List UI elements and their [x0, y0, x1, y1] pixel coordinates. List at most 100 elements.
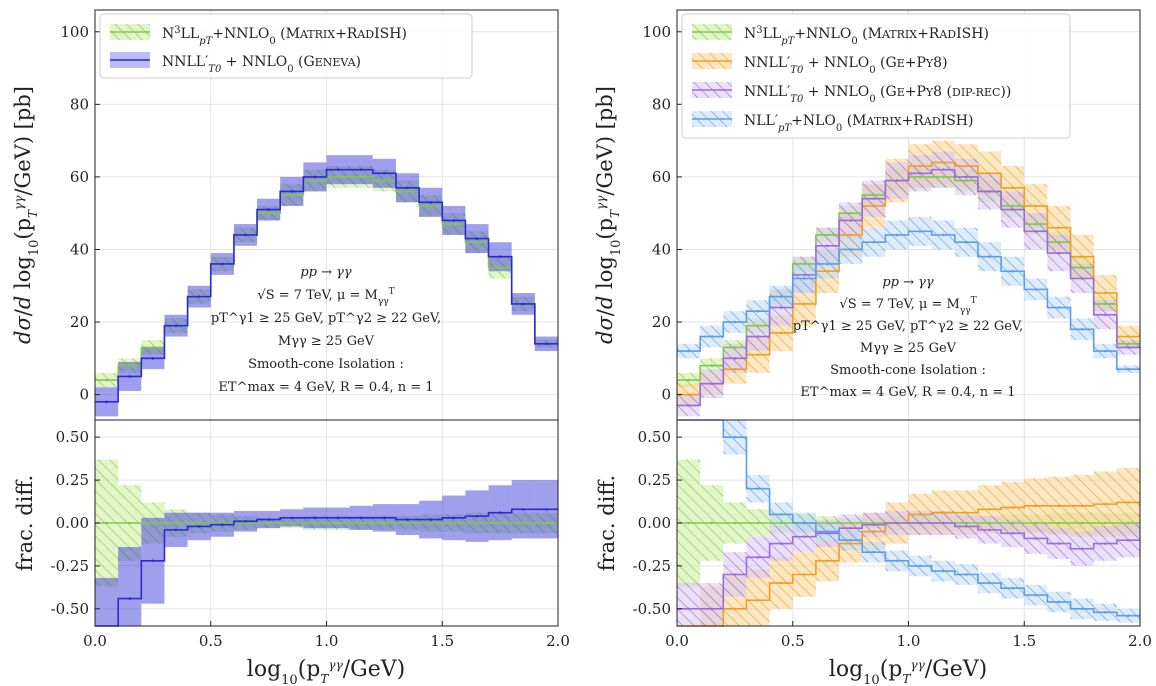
right-ylabel: dσ/d log10(pTγγ/GeV) [pb]: [593, 86, 624, 344]
main-point-s0-b12: [965, 179, 968, 182]
main-point-s3-b11: [941, 233, 945, 237]
ratio-point-s1-b8: [290, 516, 294, 520]
ratio-point-s1-b5: [221, 523, 224, 527]
main-point-s0-b11: [941, 175, 945, 179]
right-legend: N3LLpT+NNLO0 (MATRIX+RADISH) NNLL′T0 + N…: [681, 13, 1071, 139]
main-point-s0-b7: [849, 211, 852, 215]
main-point-s1-b19: [1127, 335, 1130, 338]
ratio-point-s3-b15: [1034, 593, 1038, 597]
ratio-point-s2-b12: [965, 525, 968, 528]
right-legend-label-purple: NNLL′T0 + NNLO0 (GE+PY8 (DIP-REC)): [744, 84, 1011, 105]
ratio-point-s1-b19: [545, 507, 548, 511]
main-point-s1-b0: [105, 400, 108, 404]
ratio-point-s1-b7: [849, 542, 852, 545]
main-point-s3-b12: [965, 240, 968, 244]
main-point-s1-b0: [687, 393, 690, 396]
main-point-s1-b11: [941, 161, 945, 164]
right-annotation-mass: Mγγ ≥ 25 GeV: [860, 341, 957, 356]
ratio-point-s0-b8: [290, 521, 294, 525]
ratio-point-s0-b3: [174, 521, 178, 525]
xtick-label-0: 0.0: [83, 632, 107, 650]
main-point-s3-b13: [988, 255, 991, 259]
ratio-point-s1-b9: [313, 516, 317, 520]
ratio-point-s3-b4: [779, 513, 783, 516]
right-legend-label-green: N3LLpT+NNLO0 (MATRIX+RADISH): [744, 25, 989, 47]
ratio-ytick-label-3: 0.25: [638, 471, 671, 489]
ratio-point-s3-b7: [849, 538, 852, 542]
ratio-point-s2-b2: [733, 573, 737, 576]
ratio-point-s0-b4: [197, 521, 201, 525]
ratio-point-s1-b18: [1103, 502, 1107, 506]
ratio-point-s0-b13: [988, 521, 991, 525]
main-point-s3-b9: [895, 233, 899, 237]
main-line-s1: [95, 168, 558, 403]
main-ytick-label-4: 80: [70, 95, 89, 113]
main-point-s2-b0: [687, 404, 690, 407]
main-point-s3-b16: [1057, 306, 1061, 309]
main-ytick-label-2: 40: [70, 240, 89, 258]
ratio-point-s1-b13: [988, 507, 991, 511]
main-point-s1-b12: [965, 164, 968, 168]
main-point-s1-b19: [545, 342, 548, 346]
xtick-label-4: 2.0: [1128, 632, 1152, 650]
ratio-point-s1-b18: [521, 507, 525, 511]
ratio-point-s3-b17: [1080, 607, 1084, 611]
ratio-point-s0-b16: [1057, 521, 1061, 525]
ratio-point-s0-b1: [710, 521, 714, 525]
ratio-point-s1-b6: [244, 519, 247, 523]
ratio-point-s0-b11: [359, 521, 363, 525]
main-point-s0-b1: [128, 364, 132, 367]
ratio-point-s0-b17: [1080, 521, 1084, 525]
ratio-point-s0-b2: [733, 521, 737, 525]
main-point-s3-b19: [1127, 367, 1130, 371]
left-annotation-cuts: pT^γ1 ≥ 25 GeV, pT^γ2 ≥ 22 GeV,: [211, 311, 441, 326]
main-point-s0-b11: [359, 175, 363, 179]
left-ratio-yticks: -0.50 -0.25 0.00 0.25 0.50: [51, 428, 100, 618]
main-point-s1-b7: [849, 233, 852, 237]
right-xticks: 0.0 0.5 1.0 1.5 2.0: [665, 621, 1152, 650]
main-point-s1-b17: [1080, 255, 1084, 259]
main-point-s1-b15: [452, 219, 456, 222]
main-point-s3-b3: [756, 309, 760, 313]
right-xlabel: log10(pTγγ/GeV): [829, 657, 987, 686]
main-point-s3-b17: [1080, 327, 1084, 331]
left-ratio-lines: [95, 507, 558, 627]
main-point-s1-b3: [756, 353, 760, 356]
main-point-s1-b10: [918, 164, 922, 168]
left-ylabel: dσ/d log10(pTγγ/GeV) [pb]: [11, 86, 42, 344]
main-point-s2-b3: [756, 335, 760, 338]
ratio-point-s1-b12: [383, 516, 386, 520]
ratio-point-s2-b18: [1103, 542, 1107, 545]
main-point-s0-b3: [756, 324, 760, 327]
main-point-s2-b19: [1127, 346, 1130, 349]
ratio-point-s1-b19: [1127, 501, 1130, 504]
main-point-s3-b14: [1011, 269, 1014, 273]
ratio-point-s3-b5: [803, 521, 806, 525]
main-point-s3-b10: [918, 230, 922, 233]
ratio-point-s0-b3: [756, 521, 760, 525]
ratio-point-s1-b16: [475, 514, 479, 518]
ratio-point-s0-b17: [498, 521, 502, 525]
left-annotation-process: pp → γγ: [300, 265, 352, 280]
ratio-band-s1-b3: [746, 569, 770, 626]
ratio-point-s3-b8: [872, 550, 876, 554]
main-point-s3-b1: [710, 335, 714, 338]
main-point-s0-b7: [267, 211, 270, 215]
main-point-s2-b14: [1011, 208, 1014, 211]
ratio-point-s3-b16: [1057, 600, 1061, 604]
ratio-point-s1-b4: [779, 581, 783, 585]
main-point-s0-b8: [290, 193, 294, 197]
main-point-s3-b18: [1103, 349, 1107, 353]
main-point-s2-b16: [1057, 251, 1061, 255]
main-point-s0-b16: [1057, 240, 1061, 244]
main-ytick-label-0: 0: [79, 386, 89, 404]
main-point-s0-b6: [826, 233, 829, 237]
main-point-s2-b7: [849, 219, 852, 222]
ratio-point-s0-b0: [105, 521, 108, 525]
main-point-s1-b2: [733, 367, 737, 371]
right-main-yticks: 0 20 40 60 80 100: [642, 23, 682, 404]
ratio-point-s0-b18: [1103, 521, 1107, 525]
left-ratio-ylabel: frac. diff.: [13, 475, 37, 571]
left-legend: N3LLpT+NNLO0 (MATRIX+RADISH) NNLL′T0 + N…: [99, 13, 473, 79]
